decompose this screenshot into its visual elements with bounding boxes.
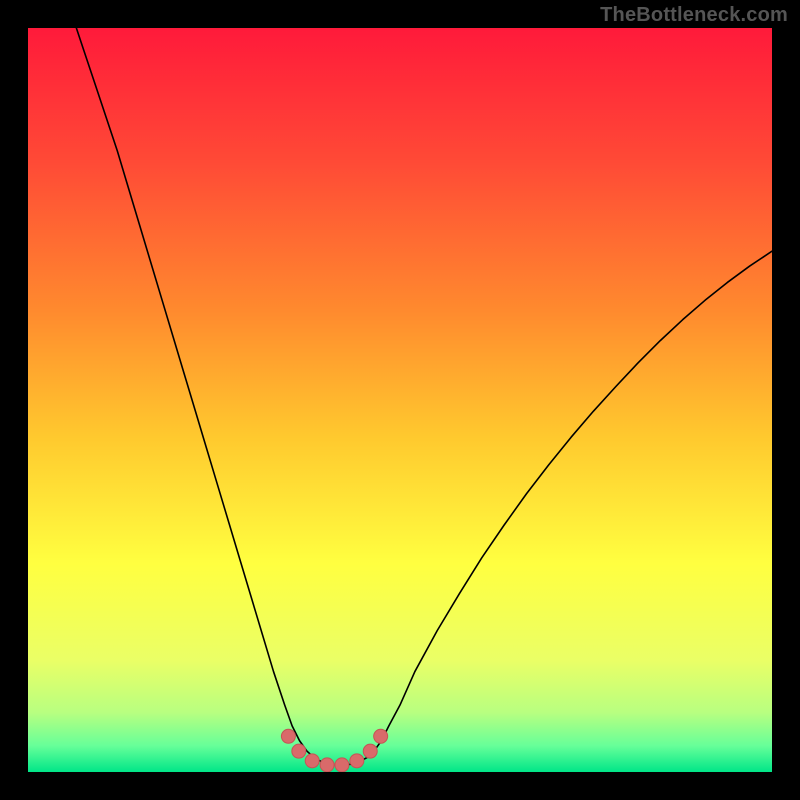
plot-area [28,28,772,772]
trough-marker [305,754,319,768]
trough-marker [281,729,295,743]
bottleneck-curve [76,28,772,765]
trough-marker [350,754,364,768]
curve-layer [28,28,772,772]
trough-marker [320,758,334,772]
figure-outer-frame: TheBottleneck.com [0,0,800,800]
watermark-text: TheBottleneck.com [600,4,788,27]
trough-marker [374,729,388,743]
trough-marker [292,744,306,758]
trough-marker [335,758,349,772]
trough-marker [363,744,377,758]
